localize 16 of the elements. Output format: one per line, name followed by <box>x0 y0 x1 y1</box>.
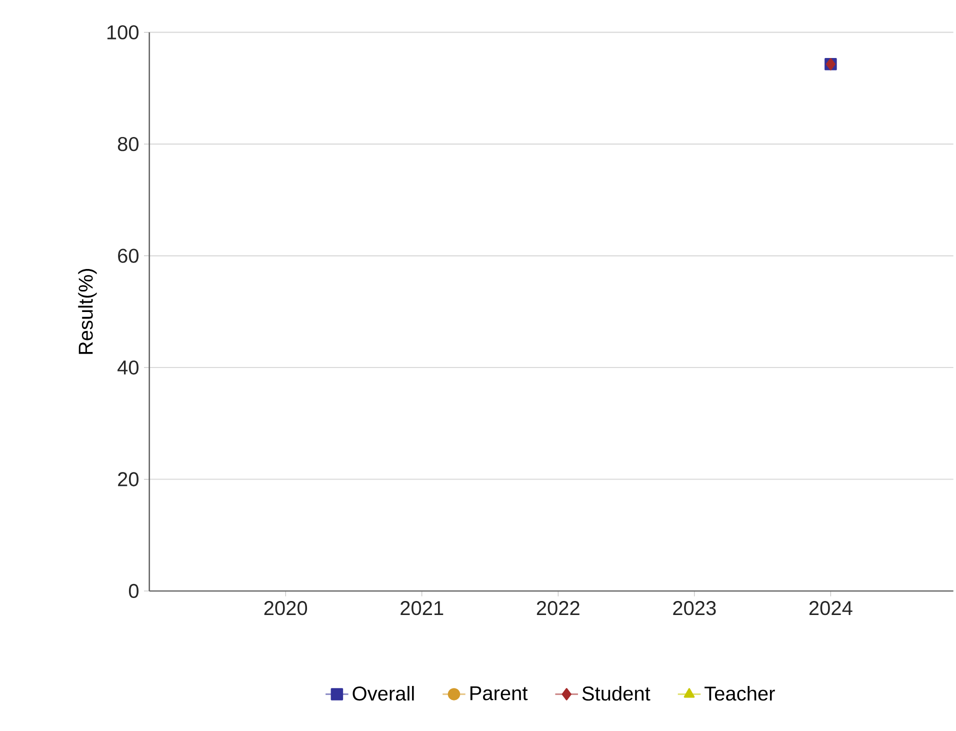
y-tick-label: 100 <box>107 25 138 40</box>
y-tick-label: 0 <box>128 584 139 598</box>
y-tick-label: 60 <box>118 248 138 263</box>
x-tick-label: 2021 <box>400 601 444 616</box>
x-tick-label: 2020 <box>264 601 308 616</box>
legend-label: Overall <box>352 686 414 701</box>
x-tick-label: 2024 <box>809 601 852 616</box>
y-tick-label: 40 <box>118 360 138 375</box>
legend-label: Teacher <box>704 686 775 701</box>
y-tick-label: 80 <box>118 136 138 152</box>
x-tick-label: 2022 <box>536 601 580 616</box>
y-tick-label: 20 <box>118 472 138 486</box>
y-axis-title: Result(%) <box>78 269 97 354</box>
x-tick-label: 2023 <box>673 601 716 616</box>
legend-label: Student <box>582 686 650 701</box>
legend-label: Parent <box>470 686 528 700</box>
